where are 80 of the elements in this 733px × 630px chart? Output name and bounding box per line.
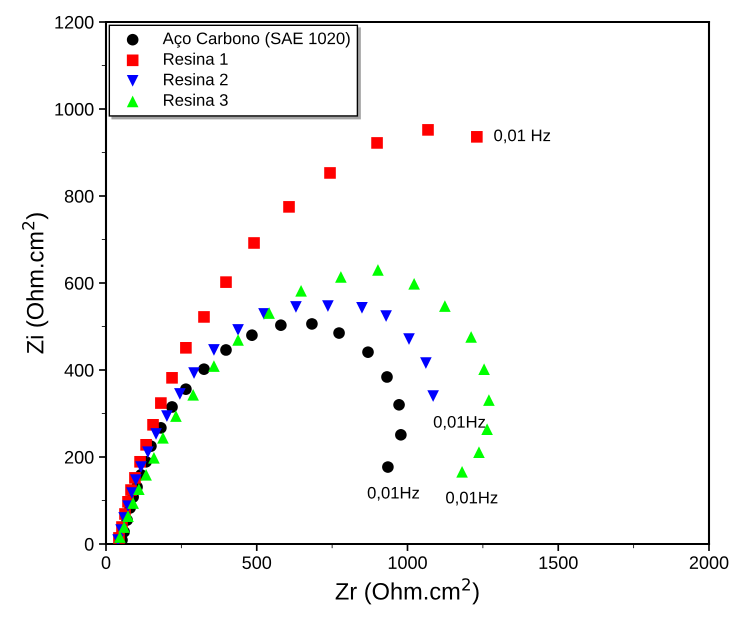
- legend-label: Resina 1: [164, 52, 228, 65]
- point: [232, 324, 244, 336]
- point: [465, 331, 477, 343]
- x-tick-label: 500: [242, 556, 272, 570]
- x-tick-label: 2000: [690, 556, 728, 570]
- point: [439, 300, 451, 312]
- point: [198, 311, 210, 323]
- legend-label: Resina 3: [164, 94, 228, 106]
- point: [381, 371, 393, 383]
- x-tick-label: 0: [102, 556, 110, 570]
- point: [283, 201, 295, 213]
- y-tick-label: 400: [64, 364, 94, 377]
- point: [295, 285, 307, 297]
- point: [403, 333, 415, 345]
- point: [408, 278, 420, 290]
- annotation: 0,01Hz: [446, 492, 498, 506]
- point: [170, 410, 182, 422]
- point: [174, 388, 186, 400]
- point: [135, 461, 147, 473]
- point: [478, 363, 490, 375]
- point: [127, 497, 139, 509]
- point: [362, 346, 374, 358]
- point: [420, 357, 432, 369]
- annotation: 0,01Hz: [368, 486, 420, 501]
- point: [263, 307, 275, 319]
- point: [333, 327, 345, 339]
- point: [393, 398, 405, 411]
- point: [372, 264, 384, 276]
- point: [322, 300, 334, 312]
- point: [290, 301, 302, 313]
- point: [382, 461, 394, 473]
- point: [198, 363, 210, 375]
- point: [335, 271, 347, 283]
- point: [371, 137, 383, 149]
- point: [483, 394, 495, 406]
- point: [220, 344, 232, 356]
- point: [275, 319, 287, 332]
- point: [148, 452, 160, 464]
- y-tick-label: 0: [84, 538, 94, 551]
- point: [456, 466, 468, 478]
- point: [180, 342, 192, 354]
- point: [356, 302, 368, 314]
- point: [220, 276, 232, 288]
- point: [142, 446, 154, 458]
- y-tick-label: 200: [64, 450, 94, 464]
- point: [471, 131, 483, 143]
- point: [427, 390, 439, 402]
- point: [187, 388, 199, 401]
- y-tick-label: 1200: [55, 16, 94, 29]
- point: [380, 310, 392, 322]
- x-tick-label: 1000: [388, 556, 427, 570]
- point: [473, 446, 485, 458]
- y-tick-label: 1000: [55, 102, 94, 116]
- point: [155, 397, 167, 409]
- point: [422, 124, 434, 136]
- point: [122, 510, 134, 522]
- point: [248, 237, 260, 249]
- y-tick-label: 800: [64, 190, 94, 203]
- point: [208, 344, 220, 356]
- point: [161, 410, 173, 422]
- x-tick-label: 1500: [540, 556, 578, 570]
- point: [232, 334, 244, 346]
- point: [140, 469, 152, 481]
- legend-label: Aço Carbono (SAE 1020): [162, 32, 350, 48]
- point: [166, 372, 178, 384]
- point: [166, 401, 178, 413]
- y-axis-title: Zi (Ohm.cm$^{2}$): [22, 213, 48, 354]
- point: [157, 432, 169, 444]
- y-tick-label: 600: [64, 276, 94, 290]
- x-axis-title: Zr (Ohm.cm$^{2}$): [336, 578, 479, 604]
- point: [306, 318, 318, 330]
- point: [246, 329, 258, 342]
- point: [150, 428, 162, 440]
- point: [208, 360, 220, 372]
- annotation: 0,01 Hz: [494, 130, 550, 144]
- point: [324, 167, 336, 179]
- legend-label: Resina 2: [164, 73, 228, 86]
- point: [188, 367, 200, 379]
- annotation: 0,01Hz: [434, 416, 486, 430]
- point: [395, 429, 407, 441]
